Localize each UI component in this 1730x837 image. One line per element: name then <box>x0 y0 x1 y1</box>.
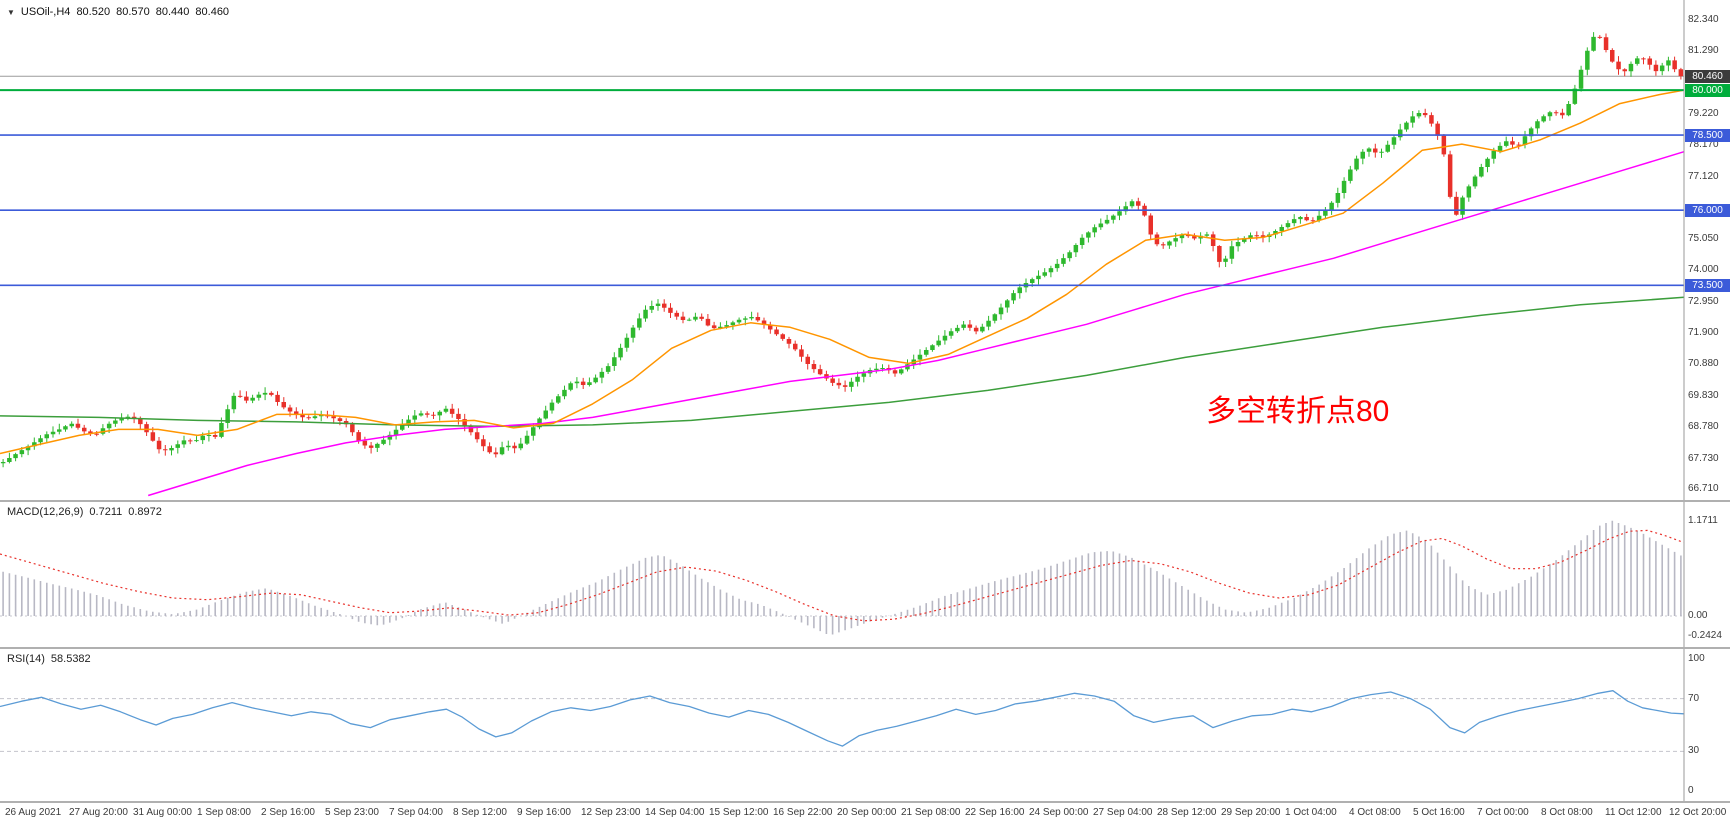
pane-separator[interactable] <box>0 801 1730 803</box>
time-axis-label: 12 Oct 20:00 <box>1669 807 1727 818</box>
time-axis-label: 8 Sep 12:00 <box>453 807 507 818</box>
time-axis-label: 21 Sep 08:00 <box>901 807 961 818</box>
time-axis-label: 1 Oct 04:00 <box>1285 807 1337 818</box>
time-axis-label: 9 Sep 16:00 <box>517 807 571 818</box>
macd-header: MACD(12,26,9) 0.7211 0.8972 <box>7 506 162 518</box>
macd-chart-canvas[interactable] <box>0 502 1730 647</box>
time-axis-label: 31 Aug 00:00 <box>133 807 192 818</box>
time-axis[interactable]: 26 Aug 2021 27 Aug 20:00 31 Aug 00:00 1 Sep… <box>0 803 1730 837</box>
macd-label: MACD(12,26,9) <box>7 506 84 518</box>
rsi-label: RSI(14) <box>7 653 45 665</box>
time-axis-label: 22 Sep 16:00 <box>965 807 1025 818</box>
pane-separator[interactable] <box>0 500 1730 502</box>
macd-signal-value: 0.8972 <box>128 506 162 518</box>
symbol-period-label: USOil-,H4 <box>20 6 71 18</box>
time-axis-label: 5 Oct 16:00 <box>1413 807 1465 818</box>
time-axis-label: 1 Sep 08:00 <box>197 807 251 818</box>
close-value: 80.460 <box>195 6 230 18</box>
time-axis-label: 11 Oct 12:00 <box>1605 807 1662 818</box>
rsi-header: RSI(14) 58.5382 <box>7 653 91 665</box>
rsi-chart-canvas[interactable] <box>0 649 1730 801</box>
macd-pane[interactable]: MACD(12,26,9) 0.7211 0.8972 1.1711 0.00 -0… <box>0 502 1730 647</box>
time-axis-label: 26 Aug 2021 <box>5 807 62 818</box>
time-axis-label: 7 Oct 00:00 <box>1477 807 1529 818</box>
high-value: 80.570 <box>116 6 150 18</box>
time-axis-label: 24 Sep 00:00 <box>1029 807 1089 818</box>
pane-separator[interactable] <box>0 647 1730 649</box>
time-axis-label: 27 Sep 04:00 <box>1093 807 1153 818</box>
time-axis-label: 4 Oct 08:00 <box>1349 807 1401 818</box>
rsi-value: 58.5382 <box>50 653 91 665</box>
turning-point-annotation: 多空转折点80 <box>1206 395 1390 428</box>
time-axis-label: 29 Sep 20:00 <box>1221 807 1281 818</box>
time-axis-label: 8 Oct 08:00 <box>1541 807 1593 818</box>
low-value: 80.440 <box>155 6 190 18</box>
time-axis-label: 5 Sep 23:00 <box>325 807 379 818</box>
time-axis-label: 12 Sep 23:00 <box>581 807 641 818</box>
price-chart-canvas[interactable] <box>0 0 1730 500</box>
time-axis-label: 16 Sep 22:00 <box>773 807 833 818</box>
time-axis-label: 7 Sep 04:00 <box>389 807 443 818</box>
time-axis-label: 27 Aug 20:00 <box>69 807 128 818</box>
rsi-pane[interactable]: RSI(14) 58.5382 100 70 30 0 <box>0 649 1730 801</box>
open-value: 80.520 <box>76 6 111 18</box>
time-axis-label: 20 Sep 00:00 <box>837 807 897 818</box>
time-axis-label: 2 Sep 16:00 <box>261 807 315 818</box>
macd-value: 0.7211 <box>89 506 123 518</box>
time-axis-label: 14 Sep 04:00 <box>645 807 705 818</box>
collapse-chart-icon[interactable]: ▼ <box>7 7 15 17</box>
chart-header: ▼ USOil-,H4 80.520 80.570 80.440 80.460 <box>7 6 229 18</box>
price-pane[interactable]: ▼ USOil-,H4 80.520 80.570 80.440 80.460 … <box>0 0 1730 500</box>
time-axis-label: 15 Sep 12:00 <box>709 807 769 818</box>
time-axis-label: 28 Sep 12:00 <box>1157 807 1217 818</box>
